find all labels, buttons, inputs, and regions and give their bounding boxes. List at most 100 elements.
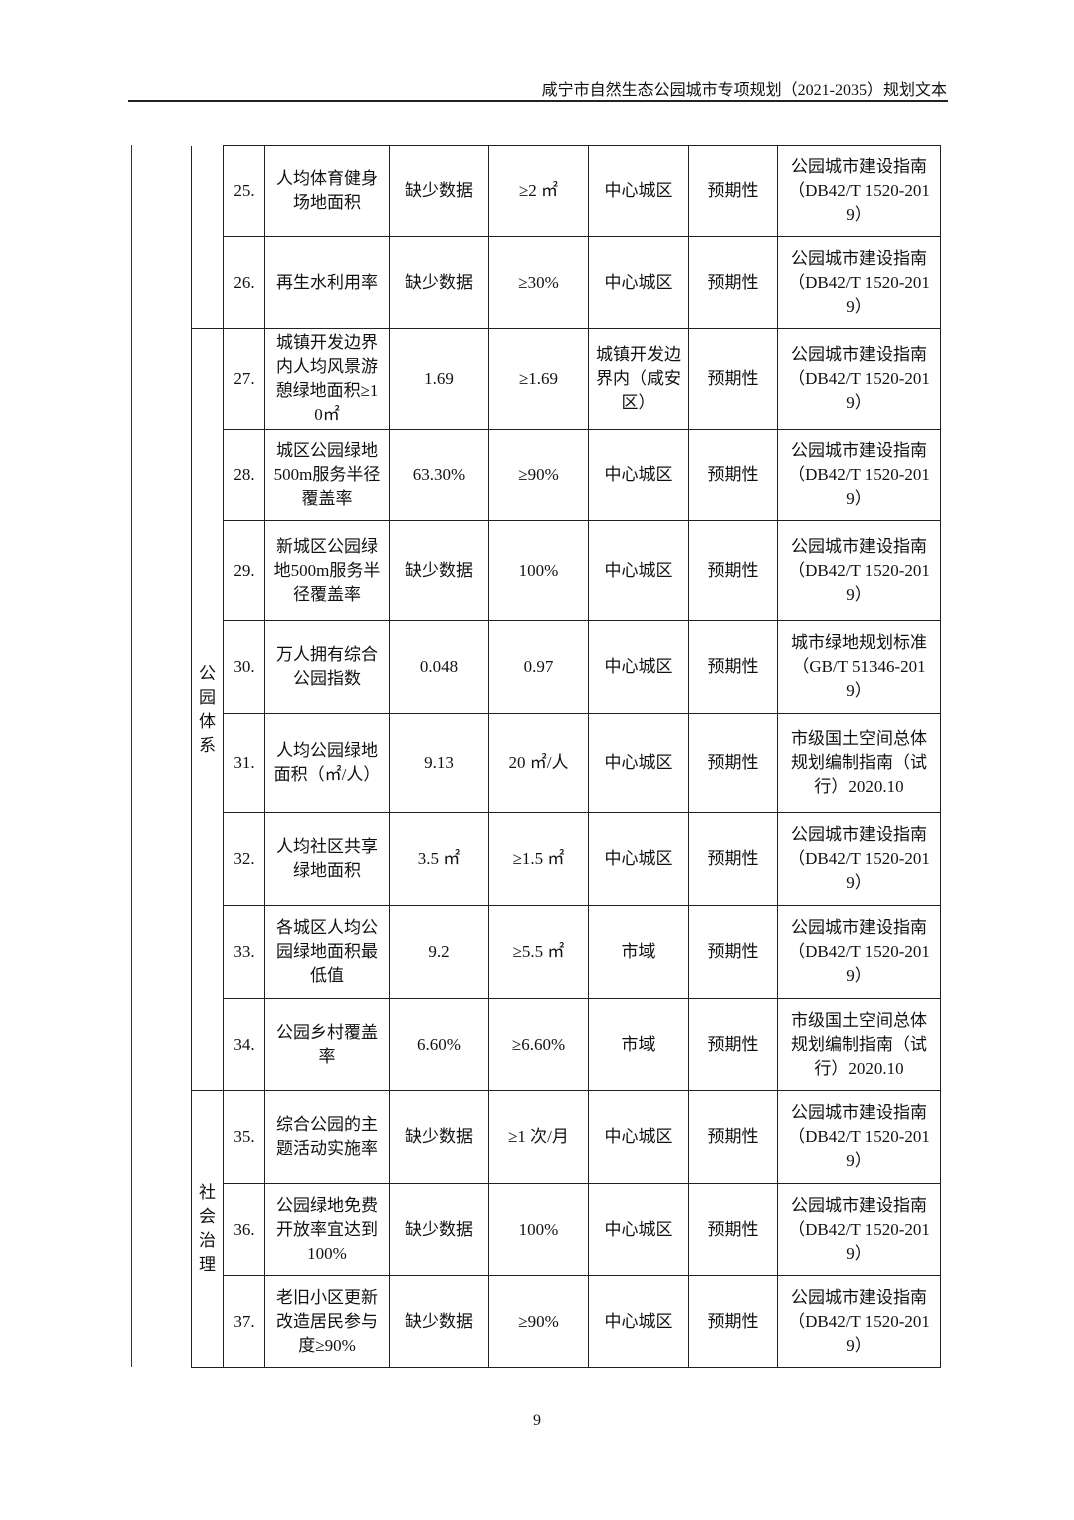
scope-cell: 中心城区 bbox=[588, 620, 689, 714]
indicator-name-cell: 综合公园的主题活动实施率 bbox=[264, 1090, 390, 1184]
row-number-cell: 27. bbox=[223, 328, 265, 430]
category-cell: 公园体系 bbox=[191, 328, 224, 1091]
source-cell: 市级国土空间总体规划编制指南（试行）2020.10 bbox=[777, 713, 941, 813]
current-value-cell: 63.30% bbox=[389, 429, 489, 521]
scope-cell: 市域 bbox=[588, 905, 689, 999]
scope-cell: 中心城区 bbox=[588, 236, 689, 329]
scope-cell: 城镇开发边界内（咸安区） bbox=[588, 328, 689, 430]
indicator-name-cell: 万人拥有综合公园指数 bbox=[264, 620, 390, 714]
nature-cell: 预期性 bbox=[688, 429, 778, 521]
indicator-name-cell: 人均社区共享绿地面积 bbox=[264, 812, 390, 906]
indicator-name-cell: 老旧小区更新改造居民参与度≥90% bbox=[264, 1275, 390, 1368]
table-row: 36. 公园绿地免费开放率宜达到100% 缺少数据 100% 中心城区 预期性 公园城市建设… bbox=[192, 1183, 941, 1276]
nature-cell: 预期性 bbox=[688, 1275, 778, 1368]
nature-cell: 预期性 bbox=[688, 905, 778, 999]
indicator-name-cell: 城镇开发边界内人均风景游憩绿地面积≥10㎡ bbox=[264, 328, 390, 430]
indicator-name-cell: 城区公园绿地500m服务半径覆盖率 bbox=[264, 429, 390, 521]
current-value-cell: 缺少数据 bbox=[389, 236, 489, 329]
scope-cell: 中心城区 bbox=[588, 145, 689, 237]
source-cell: 公园城市建设指南（DB42/T 1520-2019） bbox=[777, 236, 941, 329]
source-cell: 公园城市建设指南（DB42/T 1520-2019） bbox=[777, 812, 941, 906]
target-value-cell: 20 ㎡/人 bbox=[488, 713, 589, 813]
current-value-cell: 3.5 ㎡ bbox=[389, 812, 489, 906]
scope-cell: 中心城区 bbox=[588, 520, 689, 621]
row-number-cell: 25. bbox=[223, 145, 265, 237]
current-value-cell: 6.60% bbox=[389, 998, 489, 1091]
nature-cell: 预期性 bbox=[688, 998, 778, 1091]
current-value-cell: 0.048 bbox=[389, 620, 489, 714]
row-number-cell: 30. bbox=[223, 620, 265, 714]
target-value-cell: ≥6.60% bbox=[488, 998, 589, 1091]
row-number-cell: 34. bbox=[223, 998, 265, 1091]
row-number-cell: 29. bbox=[223, 520, 265, 621]
indicator-name-cell: 公园乡村覆盖率 bbox=[264, 998, 390, 1091]
target-value-cell: ≥1 次/月 bbox=[488, 1090, 589, 1184]
target-value-cell: ≥2 ㎡ bbox=[488, 145, 589, 237]
current-value-cell: 缺少数据 bbox=[389, 1183, 489, 1276]
source-cell: 公园城市建设指南（DB42/T 1520-2019） bbox=[777, 1275, 941, 1368]
current-value-cell: 缺少数据 bbox=[389, 1090, 489, 1184]
target-value-cell: ≥1.5 ㎡ bbox=[488, 812, 589, 906]
page-number: 9 bbox=[533, 1412, 541, 1429]
source-cell: 公园城市建设指南（DB42/T 1520-2019） bbox=[777, 520, 941, 621]
source-cell: 公园城市建设指南（DB42/T 1520-2019） bbox=[777, 1183, 941, 1276]
row-number-cell: 35. bbox=[223, 1090, 265, 1184]
table-row: 31. 人均公园绿地面积（㎡/人） 9.13 20 ㎡/人 中心城区 预期性 市级国土空间总… bbox=[192, 713, 941, 813]
nature-cell: 预期性 bbox=[688, 812, 778, 906]
target-value-cell: 100% bbox=[488, 520, 589, 621]
scope-cell: 中心城区 bbox=[588, 429, 689, 521]
row-number-cell: 26. bbox=[223, 236, 265, 329]
row-number-cell: 28. bbox=[223, 429, 265, 521]
nature-cell: 预期性 bbox=[688, 236, 778, 329]
current-value-cell: 缺少数据 bbox=[389, 145, 489, 237]
header-rule bbox=[128, 100, 948, 102]
category-cell: 社会治理 bbox=[191, 1090, 224, 1368]
target-value-cell: ≥90% bbox=[488, 1275, 589, 1368]
scope-cell: 中心城区 bbox=[588, 812, 689, 906]
source-cell: 市级国土空间总体规划编制指南（试行）2020.10 bbox=[777, 998, 941, 1091]
source-cell: 公园城市建设指南（DB42/T 1520-2019） bbox=[777, 328, 941, 430]
table-row: 37. 老旧小区更新改造居民参与度≥90% 缺少数据 ≥90% 中心城区 预期性 公园城市建… bbox=[192, 1275, 941, 1368]
table-row: 26. 再生水利用率 缺少数据 ≥30% 中心城区 预期性 公园城市建设指南（DB42/T … bbox=[192, 236, 941, 329]
scope-cell: 中心城区 bbox=[588, 713, 689, 813]
target-value-cell: ≥5.5 ㎡ bbox=[488, 905, 589, 999]
current-value-cell: 缺少数据 bbox=[389, 1275, 489, 1368]
scope-cell: 中心城区 bbox=[588, 1090, 689, 1184]
nature-cell: 预期性 bbox=[688, 145, 778, 237]
target-value-cell: 100% bbox=[488, 1183, 589, 1276]
row-number-cell: 31. bbox=[223, 713, 265, 813]
target-value-cell: ≥90% bbox=[488, 429, 589, 521]
row-number-cell: 37. bbox=[223, 1275, 265, 1368]
nature-cell: 预期性 bbox=[688, 1090, 778, 1184]
source-cell: 城市绿地规划标准（GB/T 51346-2019） bbox=[777, 620, 941, 714]
table-row: 34. 公园乡村覆盖率 6.60% ≥6.60% 市域 预期性 市级国土空间总体规划编制指南… bbox=[192, 998, 941, 1091]
current-value-cell: 9.13 bbox=[389, 713, 489, 813]
scope-cell: 市域 bbox=[588, 998, 689, 1091]
nature-cell: 预期性 bbox=[688, 1183, 778, 1276]
indicator-name-cell: 公园绿地免费开放率宜达到100% bbox=[264, 1183, 390, 1276]
category-cell bbox=[191, 145, 224, 329]
source-cell: 公园城市建设指南（DB42/T 1520-2019） bbox=[777, 905, 941, 999]
current-value-cell: 缺少数据 bbox=[389, 520, 489, 621]
current-value-cell: 9.2 bbox=[389, 905, 489, 999]
table-row: 28. 城区公园绿地500m服务半径覆盖率 63.30% ≥90% 中心城区 预期性 公园城… bbox=[192, 429, 941, 521]
row-number-cell: 33. bbox=[223, 905, 265, 999]
nature-cell: 预期性 bbox=[688, 520, 778, 621]
target-value-cell: 0.97 bbox=[488, 620, 589, 714]
indicator-name-cell: 人均公园绿地面积（㎡/人） bbox=[264, 713, 390, 813]
table-row: 社会治理 35. 综合公园的主题活动实施率 缺少数据 ≥1 次/月 中心城区 预期性 公园城市… bbox=[191, 1090, 941, 1368]
source-cell: 公园城市建设指南（DB42/T 1520-2019） bbox=[777, 429, 941, 521]
margin-line bbox=[131, 145, 132, 1367]
nature-cell: 预期性 bbox=[688, 713, 778, 813]
row-number-cell: 32. bbox=[223, 812, 265, 906]
table-row: 29. 新城区公园绿地500m服务半径覆盖率 缺少数据 100% 中心城区 预期性 公园城市… bbox=[192, 520, 941, 621]
source-cell: 公园城市建设指南（DB42/T 1520-2019） bbox=[777, 1090, 941, 1184]
nature-cell: 预期性 bbox=[688, 328, 778, 430]
target-value-cell: ≥1.69 bbox=[488, 328, 589, 430]
table-row: 公园体系 27. 城镇开发边界内人均风景游憩绿地面积≥10㎡ 1.69 ≥1.69 城镇开… bbox=[191, 328, 941, 1091]
running-header: 咸宁市自然生态公园城市专项规划（2021-2035）规划文本 bbox=[541, 82, 947, 99]
